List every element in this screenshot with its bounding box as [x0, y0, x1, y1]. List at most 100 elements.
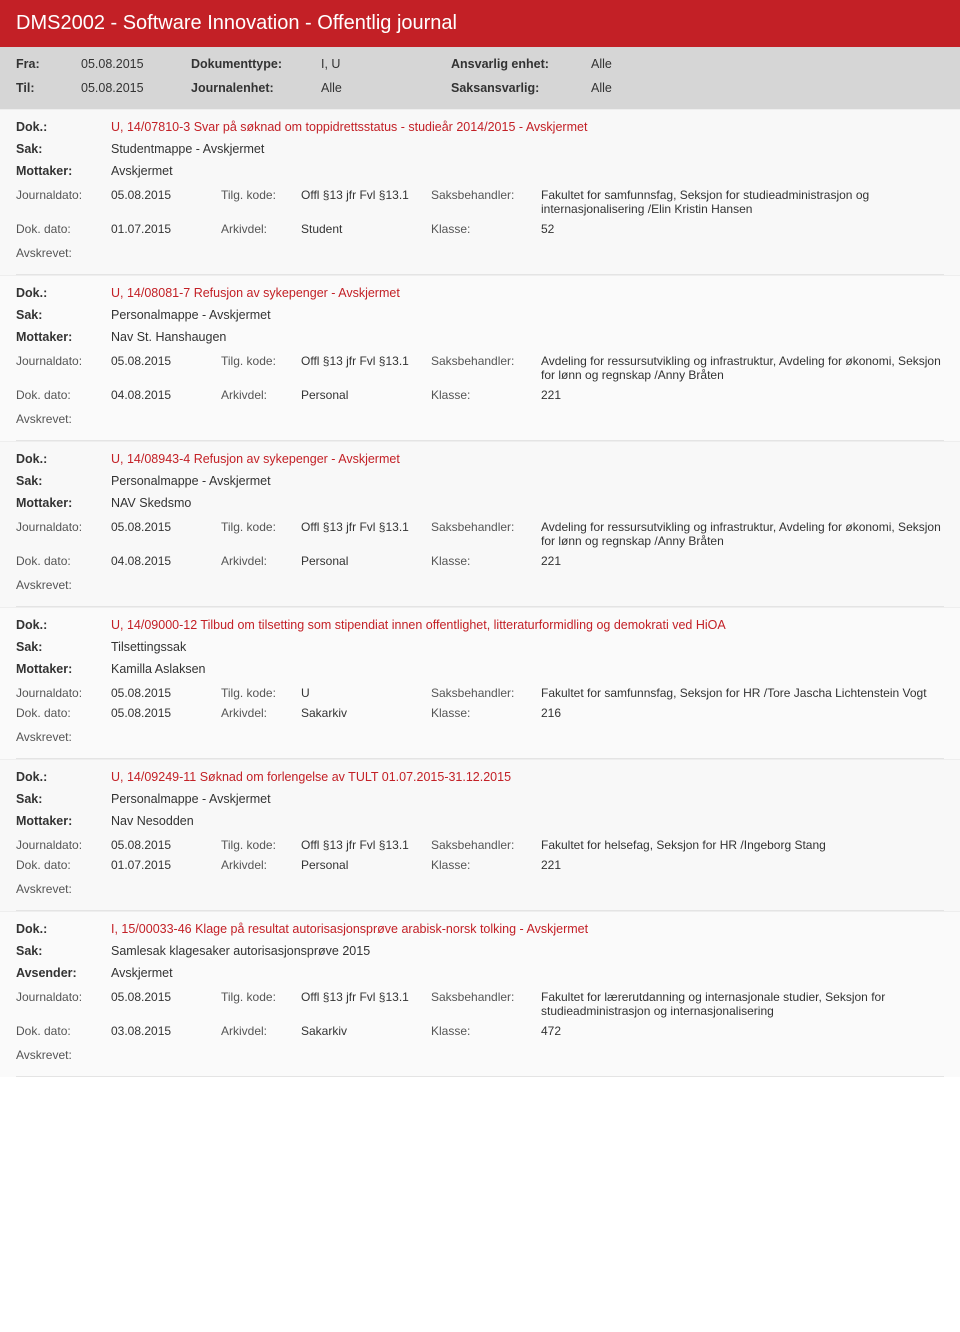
- saksbehandler-label: Saksbehandler:: [431, 354, 541, 368]
- sak-value: Tilsettingssak: [111, 640, 944, 654]
- filter-til-label: Til:: [16, 81, 81, 95]
- journal-entry: Dok.: U, 14/09000-12 Tilbud om tilsettin…: [0, 607, 960, 759]
- dok-value: U, 14/07810-3 Svar på søknad om toppidre…: [111, 120, 944, 134]
- sak-value: Studentmappe - Avskjermet: [111, 142, 944, 156]
- saksbehandler-label: Saksbehandler:: [431, 686, 541, 700]
- dokdato-label: Dok. dato:: [16, 388, 111, 402]
- journaldato-value: 05.08.2015: [111, 990, 221, 1004]
- tilgkode-label: Tilg. kode:: [221, 686, 301, 700]
- party-label: Avsender:: [16, 966, 111, 980]
- journaldato-label: Journaldato:: [16, 686, 111, 700]
- journal-entry: Dok.: U, 14/09249-11 Søknad om forlengel…: [0, 759, 960, 911]
- arkivdel-value: Personal: [301, 388, 431, 402]
- journaldato-value: 05.08.2015: [111, 686, 221, 700]
- journaldato-label: Journaldato:: [16, 990, 111, 1004]
- journaldato-label: Journaldato:: [16, 354, 111, 368]
- dok-value: U, 14/09249-11 Søknad om forlengelse av …: [111, 770, 944, 784]
- tilgkode-value: Offl §13 jfr Fvl §13.1: [301, 990, 431, 1004]
- tilgkode-value: Offl §13 jfr Fvl §13.1: [301, 354, 431, 368]
- klasse-label: Klasse:: [431, 222, 541, 236]
- filter-saksansvarlig-label: Saksansvarlig:: [451, 81, 591, 95]
- journal-entry: Dok.: U, 14/08943-4 Refusjon av sykepeng…: [0, 441, 960, 607]
- avskrevet-label: Avskrevet:: [0, 572, 960, 606]
- arkivdel-value: Sakarkiv: [301, 1024, 431, 1038]
- filter-bar: Fra: 05.08.2015 Dokumenttype: I, U Ansva…: [0, 47, 960, 109]
- party-value: Nav St. Hanshaugen: [111, 330, 944, 344]
- party-label: Mottaker:: [16, 662, 111, 676]
- journal-entry: Dok.: U, 14/08081-7 Refusjon av sykepeng…: [0, 275, 960, 441]
- journaldato-label: Journaldato:: [16, 188, 111, 202]
- avskrevet-label: Avskrevet:: [0, 724, 960, 758]
- tilgkode-value: Offl §13 jfr Fvl §13.1: [301, 188, 431, 202]
- arkivdel-value: Sakarkiv: [301, 706, 431, 720]
- klasse-label: Klasse:: [431, 1024, 541, 1038]
- dok-label: Dok.:: [16, 922, 111, 936]
- dokdato-value: 04.08.2015: [111, 388, 221, 402]
- arkivdel-value: Personal: [301, 858, 431, 872]
- divider: [16, 1076, 944, 1077]
- sak-value: Personalmappe - Avskjermet: [111, 474, 944, 488]
- party-value: Kamilla Aslaksen: [111, 662, 944, 676]
- tilgkode-label: Tilg. kode:: [221, 520, 301, 534]
- dokdato-label: Dok. dato:: [16, 554, 111, 568]
- party-label: Mottaker:: [16, 814, 111, 828]
- dokdato-value: 04.08.2015: [111, 554, 221, 568]
- arkivdel-label: Arkivdel:: [221, 554, 301, 568]
- klasse-value: 52: [541, 222, 944, 236]
- tilgkode-label: Tilg. kode:: [221, 838, 301, 852]
- avskrevet-label: Avskrevet:: [0, 406, 960, 440]
- filter-fra-value: 05.08.2015: [81, 57, 191, 71]
- filter-doktype-label: Dokumenttype:: [191, 57, 321, 71]
- arkivdel-label: Arkivdel:: [221, 388, 301, 402]
- dok-value: I, 15/00033-46 Klage på resultat autoris…: [111, 922, 944, 936]
- sak-label: Sak:: [16, 474, 111, 488]
- klasse-label: Klasse:: [431, 858, 541, 872]
- party-value: NAV Skedsmo: [111, 496, 944, 510]
- tilgkode-value: Offl §13 jfr Fvl §13.1: [301, 520, 431, 534]
- arkivdel-value: Personal: [301, 554, 431, 568]
- saksbehandler-value: Fakultet for lærerutdanning og internasj…: [541, 990, 944, 1018]
- filter-journalenhet-value: Alle: [321, 81, 451, 95]
- dok-label: Dok.:: [16, 770, 111, 784]
- saksbehandler-value: Avdeling for ressursutvikling og infrast…: [541, 354, 944, 382]
- filter-ansvarlig-value: Alle: [591, 57, 944, 71]
- sak-value: Personalmappe - Avskjermet: [111, 308, 944, 322]
- journaldato-value: 05.08.2015: [111, 188, 221, 202]
- filter-ansvarlig-label: Ansvarlig enhet:: [451, 57, 591, 71]
- filter-til-value: 05.08.2015: [81, 81, 191, 95]
- tilgkode-label: Tilg. kode:: [221, 188, 301, 202]
- sak-label: Sak:: [16, 640, 111, 654]
- saksbehandler-label: Saksbehandler:: [431, 188, 541, 202]
- klasse-label: Klasse:: [431, 706, 541, 720]
- tilgkode-label: Tilg. kode:: [221, 990, 301, 1004]
- klasse-value: 221: [541, 388, 944, 402]
- saksbehandler-value: Fakultet for helsefag, Seksjon for HR /I…: [541, 838, 944, 852]
- entries-list: Dok.: U, 14/07810-3 Svar på søknad om to…: [0, 109, 960, 1077]
- party-value: Avskjermet: [111, 966, 944, 980]
- dokdato-label: Dok. dato:: [16, 706, 111, 720]
- dokdato-value: 03.08.2015: [111, 1024, 221, 1038]
- dok-value: U, 14/08081-7 Refusjon av sykepenger - A…: [111, 286, 944, 300]
- dok-label: Dok.:: [16, 286, 111, 300]
- sak-label: Sak:: [16, 792, 111, 806]
- klasse-value: 221: [541, 554, 944, 568]
- sak-label: Sak:: [16, 142, 111, 156]
- klasse-value: 472: [541, 1024, 944, 1038]
- journaldato-value: 05.08.2015: [111, 354, 221, 368]
- arkivdel-label: Arkivdel:: [221, 858, 301, 872]
- saksbehandler-label: Saksbehandler:: [431, 838, 541, 852]
- dok-label: Dok.:: [16, 452, 111, 466]
- sak-label: Sak:: [16, 308, 111, 322]
- party-value: Avskjermet: [111, 164, 944, 178]
- sak-value: Samlesak klagesaker autorisasjonsprøve 2…: [111, 944, 944, 958]
- party-label: Mottaker:: [16, 496, 111, 510]
- avskrevet-label: Avskrevet:: [0, 240, 960, 274]
- dokdato-label: Dok. dato:: [16, 222, 111, 236]
- sak-label: Sak:: [16, 944, 111, 958]
- saksbehandler-value: Avdeling for ressursutvikling og infrast…: [541, 520, 944, 548]
- journaldato-value: 05.08.2015: [111, 520, 221, 534]
- filter-fra-label: Fra:: [16, 57, 81, 71]
- klasse-label: Klasse:: [431, 388, 541, 402]
- dokdato-value: 05.08.2015: [111, 706, 221, 720]
- avskrevet-label: Avskrevet:: [0, 1042, 960, 1076]
